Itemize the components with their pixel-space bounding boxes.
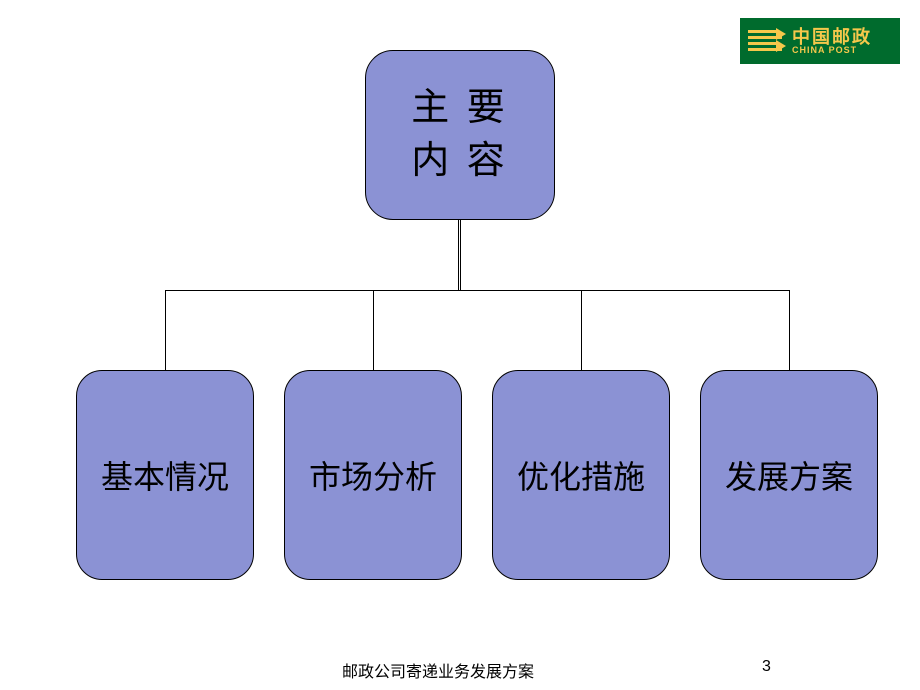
connector-drop-2	[581, 290, 582, 370]
china-post-logo-mark	[746, 24, 786, 58]
child-node-0: 基本情况	[76, 370, 254, 580]
china-post-logo-text: 中国邮政 CHINA POST	[792, 28, 872, 55]
connector-root-drop2	[458, 220, 459, 290]
child-node-1: 市场分析	[284, 370, 462, 580]
footer-title: 邮政公司寄递业务发展方案	[342, 658, 534, 682]
connector-drop-3	[789, 290, 790, 370]
root-line2: 内 容	[411, 140, 509, 182]
connector-hbar	[165, 290, 789, 291]
child-node-2: 优化措施	[492, 370, 670, 580]
child-node-3: 发展方案	[700, 370, 878, 580]
child-label-1: 市场分析	[309, 452, 437, 498]
root-node-label: 主 要 内 容	[411, 82, 509, 188]
child-label-2: 优化措施	[517, 452, 645, 498]
logo-brand-cn: 中国邮政	[792, 28, 872, 46]
root-line1: 主 要	[411, 87, 509, 129]
connector-root-drop	[460, 220, 461, 290]
child-label-0: 基本情况	[101, 452, 229, 498]
logo-brand-en: CHINA POST	[792, 46, 872, 55]
footer-page-number: 3	[762, 658, 771, 676]
connector-drop-1	[373, 290, 374, 370]
china-post-logo: 中国邮政 CHINA POST	[740, 18, 900, 64]
connector-drop-0	[165, 290, 166, 370]
slide: 中国邮政 CHINA POST 主 要 内 容 基本情况 市场分析 优化措施 发…	[0, 0, 920, 690]
child-label-3: 发展方案	[725, 452, 853, 498]
root-node: 主 要 内 容	[365, 50, 555, 220]
